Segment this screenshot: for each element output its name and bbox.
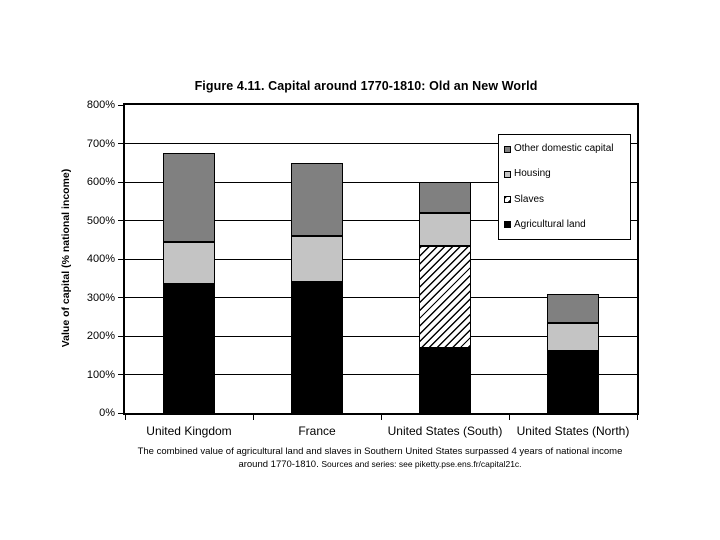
gridline-400 (125, 258, 637, 260)
legend-label: Housing (514, 168, 551, 180)
x-axis-label: United States (North) (516, 424, 630, 438)
y-tick-mark (118, 412, 124, 414)
gridline-300 (125, 297, 637, 298)
y-tick-label: 700% (86, 137, 115, 150)
y-tick-mark (118, 143, 124, 144)
bar-segment-agricultural-land (291, 282, 343, 413)
category-slot: United States (North) (509, 105, 637, 438)
legend-label: Other domestic capital (514, 143, 614, 154)
chart-caption: The combined value of agricultural land … (80, 446, 680, 471)
bar-segment-other-domestic-capital (419, 182, 471, 213)
caption-source: Sources and series: see piketty.pse.ens.… (321, 459, 522, 469)
category-slot: France (253, 105, 381, 438)
y-tick-label: 200% (86, 330, 115, 342)
bar-segment-agricultural-land (163, 284, 215, 413)
x-tick-mark (252, 415, 254, 420)
caption-line2: around 1770-1810. (238, 459, 319, 470)
bar-segment-other-domestic-capital (163, 153, 215, 242)
category-slot: United States (South) (381, 105, 509, 438)
y-tick-mark (118, 181, 124, 183)
x-axis-label: France (298, 424, 336, 438)
y-tick-mark (118, 104, 124, 106)
x-axis-label: United Kingdom (146, 424, 232, 438)
y-tick-mark (118, 297, 124, 298)
x-tick-mark (636, 415, 638, 420)
legend: Other domestic capital Housing Slaves Agric… (498, 134, 631, 240)
legend-item-other-domestic-capital: Other domestic capital (504, 144, 625, 154)
bar-segment-housing (291, 235, 343, 283)
x-axis-label: United States (South) (387, 424, 503, 438)
category-slot: United Kingdom (125, 105, 253, 438)
legend-swatch-icon (504, 145, 511, 153)
legend-item-housing: Housing (504, 169, 625, 179)
bar-segment-slaves (419, 245, 471, 348)
bar-segment-other-domestic-capital (291, 162, 343, 236)
y-tick-label: 500% (86, 214, 115, 227)
gridline-500 (125, 220, 637, 221)
chart-title: Figure 4.11. Capital around 1770-1810: O… (194, 79, 538, 93)
legend-item-slaves: Slaves (504, 193, 625, 205)
legend-label: Agricultural land (514, 218, 586, 230)
gridline-100 (125, 374, 637, 375)
x-tick-mark (124, 415, 126, 420)
gridline-200 (125, 335, 637, 337)
y-tick-label: 100% (86, 368, 115, 381)
plot-area: Other domestic capital Housing Slaves Agric… (87, 100, 639, 438)
bar-segment-housing (547, 322, 599, 352)
y-tick-label: 0% (99, 407, 115, 419)
y-tick-label: 400% (86, 253, 115, 265)
bar-segment-other-domestic-capital (547, 293, 599, 323)
y-tick-mark (118, 220, 124, 221)
y-tick-label: 800% (86, 99, 115, 111)
gridline-600 (125, 181, 637, 183)
y-tick-label: 300% (86, 291, 115, 304)
bar-segment-agricultural-land (419, 347, 471, 413)
bar-segment-agricultural-land (547, 351, 599, 413)
gridline-700 (125, 143, 637, 144)
bar-segment-housing (163, 241, 215, 285)
legend-swatch-icon (504, 221, 511, 229)
legend-label: Slaves (514, 193, 545, 205)
y-tick-mark (118, 374, 124, 375)
legend-swatch-icon (504, 170, 511, 178)
caption-line1: The combined value of agricultural land … (137, 446, 623, 457)
y-tick-label: 600% (86, 176, 115, 188)
x-tick-mark (380, 415, 382, 420)
y-tick-mark (118, 258, 124, 260)
legend-item-agricultural-land: Agricultural land (504, 218, 625, 230)
bar-segment-housing (419, 212, 471, 246)
x-tick-mark (508, 415, 510, 420)
legend-swatch-icon (504, 196, 511, 204)
y-tick-mark (118, 335, 124, 337)
